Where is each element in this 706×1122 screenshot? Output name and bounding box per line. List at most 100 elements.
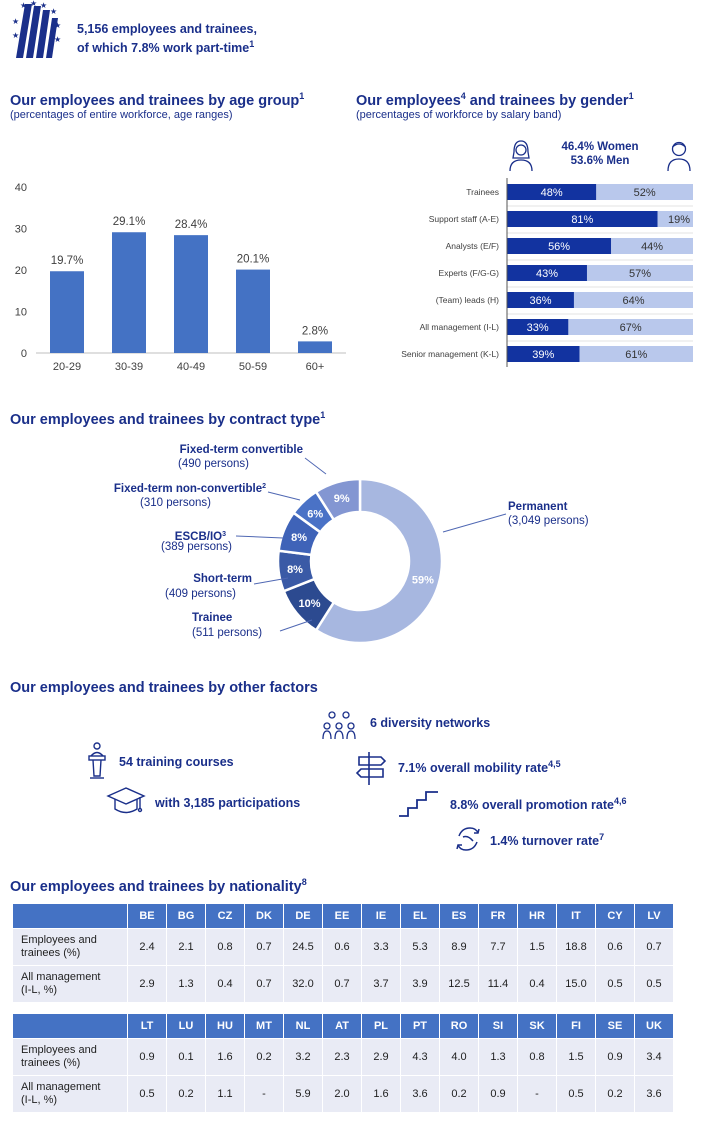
table-value-cell: 3.6: [635, 1076, 673, 1112]
diversity-networks-text: 6 diversity networks: [370, 716, 491, 730]
contract-slice-persons: (511 persons): [192, 627, 262, 639]
age-section-title: Our employees and trainees by age group1: [10, 91, 305, 109]
header-line-1: 5,156 employees and trainees,: [77, 22, 257, 36]
gender-men-value-label: 67%: [620, 322, 642, 334]
table-value-cell: 0.7: [245, 966, 283, 1002]
contract-slice-persons: (409 persons): [165, 588, 236, 600]
lectern-icon: [88, 742, 106, 779]
table-value-cell: 0.9: [128, 1039, 166, 1075]
table-value-cell: 0.7: [245, 929, 283, 965]
nationality-table: LT LU HU MT NL AT PL PT RO SI SK FI SE UK Employees an…: [12, 1013, 674, 1113]
gender-women-bar: [507, 346, 580, 362]
table-value-cell: 4.0: [440, 1039, 478, 1075]
contract-leader-line: [235, 535, 284, 539]
age-bar: [50, 271, 84, 353]
table-value-cell: 0.7: [323, 966, 361, 1002]
svg-text:★: ★: [30, 0, 37, 8]
country-code-header: NL: [284, 1014, 322, 1038]
contract-slice-value-label: 6%: [307, 508, 323, 520]
men-share-label: 53.6% Men: [570, 155, 630, 167]
svg-text:★: ★: [12, 31, 19, 40]
contract-slice-persons: (310 persons): [140, 497, 211, 509]
gender-women-bar: [507, 265, 587, 281]
table-value-cell: 5.3: [401, 929, 439, 965]
table-value-cell: 1.6: [362, 1076, 400, 1112]
country-code-header: DK: [245, 904, 283, 928]
table-value-cell: 1.1: [206, 1076, 244, 1112]
table-value-cell: 0.8: [206, 929, 244, 965]
age-ytick-label: 0: [21, 348, 27, 360]
contract-section-title: Our employees and trainees by contract t…: [10, 410, 326, 428]
svg-text:★: ★: [54, 21, 61, 30]
country-code-header: IE: [362, 904, 400, 928]
table-row: All management (I-L, %) 0.5 0.2 1.1-5.9 2.0 1.…: [13, 1076, 673, 1112]
gender-women-bar: [507, 184, 597, 200]
gender-men-bar: [568, 319, 693, 335]
gender-men-value-label: 44%: [641, 241, 663, 253]
gender-women-bar: [507, 292, 574, 308]
gender-category-label: Support staff (A-E): [429, 214, 499, 224]
contract-slice-value-label: 59%: [412, 574, 434, 586]
age-bar: [112, 232, 146, 353]
contract-leader-line: [267, 491, 301, 501]
contract-slice-persons: (490 persons): [178, 458, 249, 470]
table-value-cell: 0.5: [635, 966, 673, 1002]
table-row: All management (I-L, %) 2.9 1.3 0.4 0.7 32.0 0.…: [13, 966, 673, 1002]
gender-section-subtitle: (percentages of workforce by salary band…: [356, 109, 562, 121]
contract-slice-persons: (3,049 persons): [508, 515, 589, 527]
table-value-cell: 0.8: [518, 1039, 556, 1075]
row-label: All management (I-L, %): [13, 966, 127, 1002]
country-code-header: SK: [518, 1014, 556, 1038]
table-value-cell: 1.3: [167, 966, 205, 1002]
country-code-header: LV: [635, 904, 673, 928]
training-courses-text: 54 training courses: [119, 755, 234, 769]
table-value-cell: 0.1: [167, 1039, 205, 1075]
contract-slice-value-label: 8%: [291, 532, 307, 544]
table-row: Employees and trainees (%) 0.9 0.1 1.6 0.2 3.2…: [13, 1039, 673, 1075]
row-label: Employees and trainees (%): [13, 929, 127, 965]
country-code-header: IT: [557, 904, 595, 928]
gender-women-bar: [507, 319, 569, 335]
age-bar-value-label: 20.1%: [237, 254, 270, 266]
table-value-cell: 11.4: [479, 966, 517, 1002]
contract-slice-value-label: 8%: [287, 564, 303, 576]
gender-men-bar: [657, 211, 693, 227]
contract-leader-line: [253, 577, 289, 585]
table-value-cell: 2.9: [362, 1039, 400, 1075]
gender-men-bar: [579, 346, 693, 362]
row-label: All management (I-L, %): [13, 1076, 127, 1112]
table-value-cell: 0.2: [596, 1076, 634, 1112]
gender-category-label: Experts (F/G-G): [439, 268, 500, 278]
gender-men-value-label: 64%: [622, 295, 644, 307]
country-code-header: HR: [518, 904, 556, 928]
age-ytick-label: 10: [15, 307, 27, 319]
table-value-cell: 2.1: [167, 929, 205, 965]
country-code-header: SI: [479, 1014, 517, 1038]
svg-text:★: ★: [54, 35, 61, 44]
table-value-cell: 3.4: [635, 1039, 673, 1075]
table-value-cell: 1.3: [479, 1039, 517, 1075]
svg-text:★: ★: [40, 1, 47, 10]
age-category-label: 30-39: [115, 361, 143, 373]
gender-men-bar: [596, 184, 693, 200]
other-section-title: Our employees and trainees by other fact…: [10, 680, 318, 696]
country-code-header: AT: [323, 1014, 361, 1038]
country-code-header: CY: [596, 904, 634, 928]
table-value-cell: 24.5: [284, 929, 322, 965]
promotion-rate-text: 8.8% overall promotion rate4,6: [450, 796, 627, 813]
age-section-subtitle: (percentages of entire workforce, age ra…: [10, 109, 233, 121]
table-value-cell: 0.5: [596, 966, 634, 1002]
country-code-header: SE: [596, 1014, 634, 1038]
table-value-cell: -: [518, 1076, 556, 1112]
nationality-section-title: Our employees and trainees by nationalit…: [10, 877, 307, 895]
gender-women-value-label: 39%: [532, 349, 554, 361]
table-value-cell: 0.4: [518, 966, 556, 1002]
row-label: Employees and trainees (%): [13, 1039, 127, 1075]
table-value-cell: 2.0: [323, 1076, 361, 1112]
gender-women-value-label: 81%: [571, 214, 593, 226]
table-value-cell: 3.6: [401, 1076, 439, 1112]
table-value-cell: 0.4: [206, 966, 244, 1002]
gender-section-title: Our employees4 and trainees by gender1: [356, 91, 634, 109]
people-network-icon: [322, 711, 356, 740]
age-bar: [298, 341, 332, 353]
